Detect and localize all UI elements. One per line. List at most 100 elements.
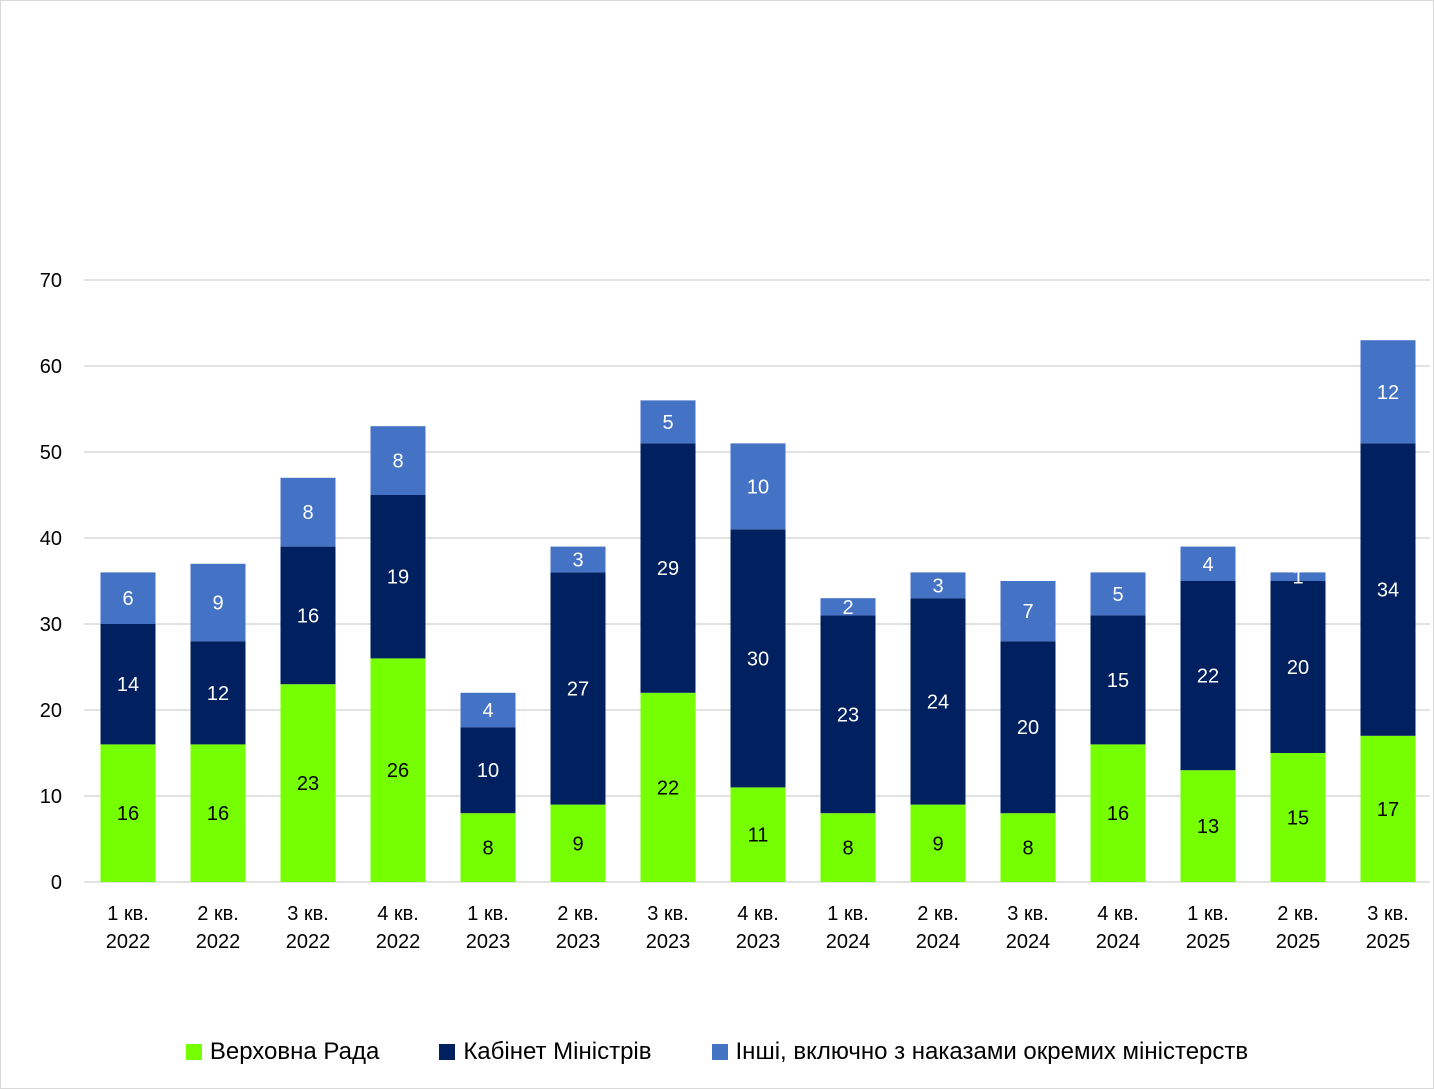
data-label: 16 (297, 605, 319, 627)
bar-segment (370, 426, 426, 495)
x-tick-label-year: 2022 (196, 931, 241, 953)
bar-segment (1180, 770, 1236, 882)
x-tick-label: 4 кв. (737, 903, 779, 925)
x-tick-label: 1 кв. (107, 903, 149, 925)
legend-item-other: Інші, включно з наказами окремих міністе… (711, 1038, 1249, 1066)
bar-segment (100, 744, 156, 882)
x-tick-label: 2 кв. (917, 903, 959, 925)
bar-segment (370, 658, 426, 882)
data-label: 7 (1022, 601, 1033, 623)
data-label: 13 (1197, 816, 1219, 838)
legend-label: Інші, включно з наказами окремих міністе… (735, 1038, 1249, 1065)
x-tick-label: 4 кв. (1097, 903, 1139, 925)
bar-segment (280, 477, 336, 547)
bar-segment (550, 572, 606, 805)
data-label: 30 (747, 648, 769, 670)
x-tick-label-year: 2023 (736, 931, 781, 953)
y-tick-label: 10 (40, 786, 62, 808)
bar-segment (460, 727, 516, 814)
y-tick-label: 40 (40, 528, 62, 550)
bar-segment (190, 744, 246, 882)
bar-segment (730, 787, 786, 882)
bar-segment (640, 443, 696, 693)
bar-segment (910, 804, 966, 882)
data-label: 24 (927, 691, 949, 713)
x-tick-label-year: 2025 (1186, 931, 1231, 953)
data-label: 14 (117, 674, 139, 696)
bar-segment (1360, 443, 1416, 736)
y-tick-label: 70 (40, 270, 62, 292)
bar-segment (1090, 744, 1146, 882)
x-tick-label-year: 2025 (1276, 931, 1321, 953)
bar-segment (1270, 753, 1326, 882)
data-label: 22 (1197, 666, 1219, 688)
bar-segment (820, 813, 876, 882)
x-tick-label: 3 кв. (1367, 903, 1409, 925)
legend-swatch (185, 1044, 202, 1060)
x-tick-label-year: 2022 (376, 931, 421, 953)
legend-item-verkhovna-rada: Верховна Рада (185, 1038, 380, 1066)
data-label: 9 (932, 833, 943, 855)
bar-segment (190, 641, 246, 745)
x-tick-label-year: 2025 (1366, 931, 1411, 953)
bar-segment (910, 598, 966, 805)
data-label: 4 (1202, 554, 1213, 576)
bar-segment (550, 546, 606, 573)
data-label: 8 (302, 502, 313, 524)
data-label: 29 (657, 558, 679, 580)
x-tick-label: 3 кв. (287, 903, 329, 925)
bar-segment (280, 546, 336, 685)
data-label: 15 (1287, 808, 1309, 830)
bar-segment (1270, 581, 1326, 753)
y-tick-label: 60 (40, 356, 62, 378)
data-label: 22 (657, 777, 679, 799)
data-label: 4 (482, 700, 493, 722)
bar-segment (460, 813, 516, 882)
bar-segment (100, 572, 156, 624)
x-tick-label-year: 2022 (286, 931, 331, 953)
bar-segment (1000, 581, 1056, 642)
x-tick-label: 1 кв. (1187, 903, 1229, 925)
bar-segment (730, 443, 786, 530)
data-label: 5 (1112, 584, 1123, 606)
data-label: 8 (842, 838, 853, 860)
x-tick-label: 3 кв. (1007, 903, 1049, 925)
bar-segment (910, 572, 966, 599)
data-label: 34 (1377, 580, 1399, 602)
legend-swatch (711, 1044, 728, 1060)
x-tick-label-year: 2023 (646, 931, 691, 953)
x-tick-label-year: 2023 (556, 931, 601, 953)
data-label: 10 (477, 760, 499, 782)
bar-segment (820, 615, 876, 814)
legend: Верховна Рада Кабінет Міністрів Інші, вк… (0, 1038, 1434, 1066)
data-label: 10 (747, 476, 769, 498)
bar-segment (1000, 813, 1056, 882)
bar-segment (640, 692, 696, 882)
data-label: 12 (1377, 382, 1399, 404)
y-tick-label: 20 (40, 700, 62, 722)
bar-segment (640, 400, 696, 444)
data-label: 16 (207, 803, 229, 825)
data-label: 12 (207, 683, 229, 705)
bar-segment (100, 624, 156, 745)
x-tick-label-year: 2024 (916, 931, 961, 953)
data-label: 23 (297, 773, 319, 795)
x-tick-label-year: 2024 (826, 931, 871, 953)
x-tick-label: 2 кв. (557, 903, 599, 925)
x-tick-label-year: 2024 (1096, 931, 1141, 953)
y-tick-label: 50 (40, 442, 62, 464)
x-tick-label: 2 кв. (1277, 903, 1319, 925)
bar-segment (1180, 581, 1236, 771)
data-label: 9 (572, 833, 583, 855)
data-label: 9 (212, 593, 223, 615)
bar-segment (730, 529, 786, 788)
x-tick-label-year: 2024 (1006, 931, 1051, 953)
bar-segment (1090, 615, 1146, 745)
data-label: 20 (1017, 717, 1039, 739)
bar-segment (1000, 641, 1056, 814)
bar-segment (820, 598, 876, 616)
data-label: 26 (387, 760, 409, 782)
legend-label: Верховна Рада (209, 1038, 380, 1065)
legend-item-cabinet: Кабінет Міністрів (439, 1038, 652, 1066)
